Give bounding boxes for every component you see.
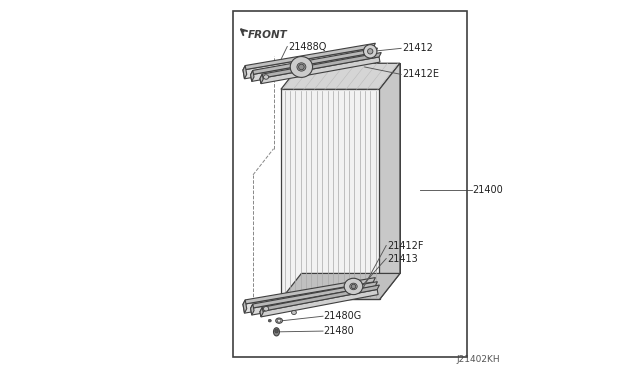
Polygon shape (251, 282, 378, 308)
Text: 21412E: 21412E (402, 70, 439, 79)
Polygon shape (380, 63, 400, 299)
Polygon shape (251, 70, 254, 81)
Text: 21412F: 21412F (387, 241, 424, 250)
Polygon shape (281, 273, 400, 299)
Text: 21412: 21412 (402, 44, 433, 53)
Bar (232, 11, 467, 357)
Polygon shape (251, 48, 378, 75)
Ellipse shape (364, 45, 377, 58)
Polygon shape (260, 285, 380, 312)
Polygon shape (243, 48, 374, 79)
Polygon shape (243, 278, 376, 304)
Text: 21400: 21400 (472, 185, 503, 195)
Polygon shape (260, 57, 380, 84)
Ellipse shape (291, 57, 312, 77)
Polygon shape (243, 43, 376, 70)
Text: 21488Q: 21488Q (289, 42, 327, 51)
Polygon shape (251, 52, 376, 81)
Ellipse shape (299, 64, 304, 70)
Ellipse shape (268, 319, 271, 322)
Ellipse shape (273, 328, 280, 336)
Ellipse shape (367, 49, 373, 54)
Polygon shape (260, 52, 381, 78)
Polygon shape (251, 286, 376, 315)
Ellipse shape (344, 278, 363, 295)
Ellipse shape (349, 283, 357, 290)
Polygon shape (301, 63, 400, 273)
Ellipse shape (351, 284, 356, 289)
Ellipse shape (264, 307, 269, 311)
Ellipse shape (264, 75, 269, 79)
Text: FRONT: FRONT (248, 30, 287, 40)
Ellipse shape (292, 310, 296, 315)
Polygon shape (260, 74, 263, 84)
Text: J21402KH: J21402KH (457, 355, 500, 364)
Text: 21480G: 21480G (324, 311, 362, 321)
Polygon shape (243, 282, 374, 313)
Polygon shape (251, 304, 254, 315)
Ellipse shape (276, 318, 282, 323)
Ellipse shape (277, 319, 281, 322)
Text: 21480: 21480 (324, 326, 355, 336)
Polygon shape (281, 89, 380, 299)
Text: 21413: 21413 (387, 254, 418, 263)
Ellipse shape (297, 63, 306, 71)
Polygon shape (260, 289, 378, 317)
Polygon shape (243, 300, 247, 313)
Polygon shape (281, 63, 400, 89)
Polygon shape (260, 307, 263, 317)
Ellipse shape (275, 329, 278, 333)
Polygon shape (243, 65, 247, 79)
